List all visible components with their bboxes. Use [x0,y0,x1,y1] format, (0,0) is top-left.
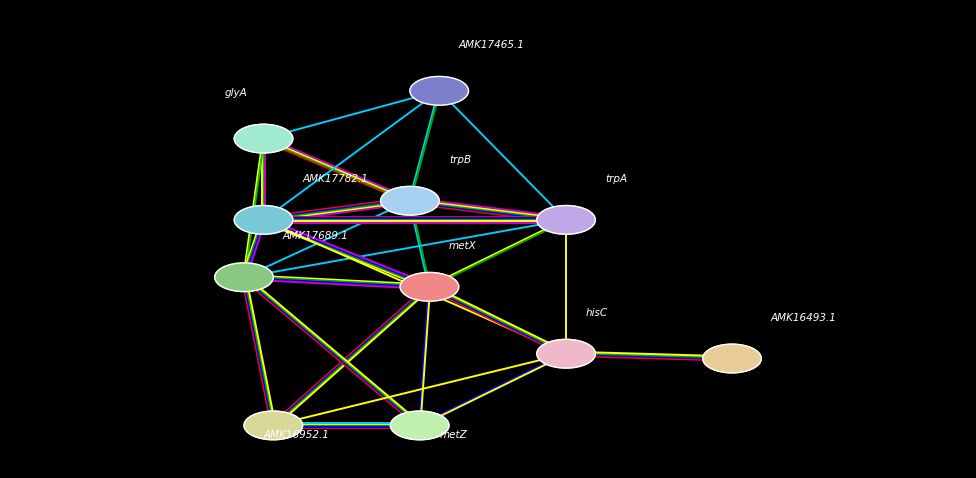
Circle shape [537,206,595,234]
Text: metZ: metZ [439,430,467,440]
Circle shape [410,76,468,105]
Circle shape [215,263,273,292]
Circle shape [234,124,293,153]
Circle shape [390,411,449,440]
Text: AMK17782.1: AMK17782.1 [303,174,368,184]
Text: metX: metX [449,241,476,251]
Circle shape [703,344,761,373]
Text: trpB: trpB [449,155,471,165]
Circle shape [400,272,459,301]
Text: AMK17689.1: AMK17689.1 [283,231,348,241]
Text: AMK16493.1: AMK16493.1 [771,313,836,323]
Circle shape [381,186,439,215]
Text: glyA: glyA [224,88,247,98]
Text: AMK17465.1: AMK17465.1 [459,40,524,50]
Text: AMK16952.1: AMK16952.1 [264,430,329,440]
Circle shape [537,339,595,368]
Circle shape [234,206,293,234]
Text: trpA: trpA [605,174,628,184]
Circle shape [244,411,303,440]
Text: hisC: hisC [586,308,608,318]
